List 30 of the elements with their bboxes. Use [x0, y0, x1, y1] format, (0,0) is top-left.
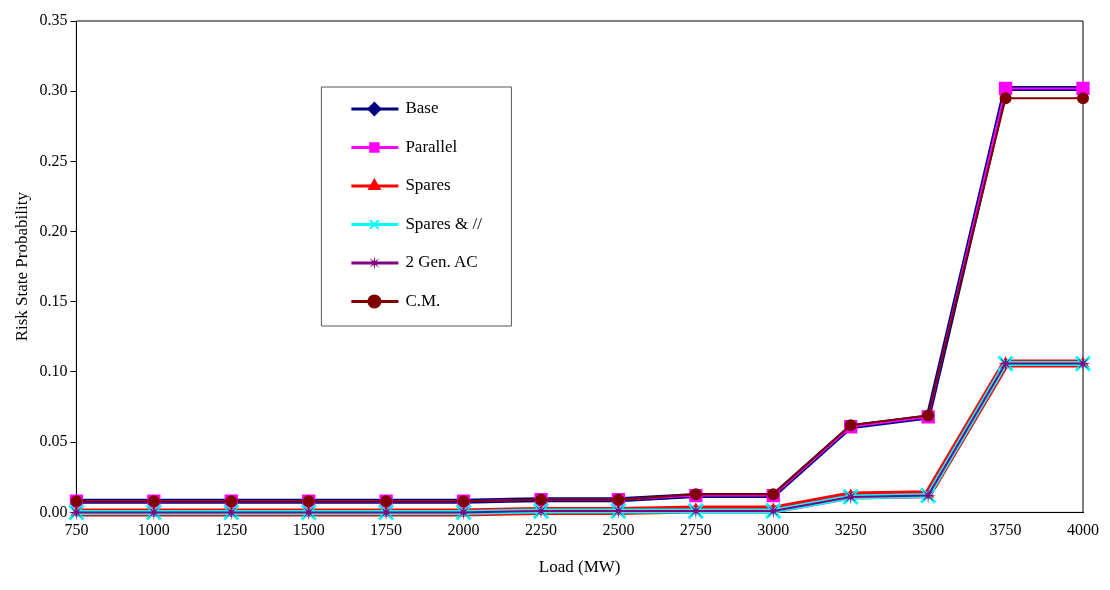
legend-label: Spares [405, 175, 451, 195]
x-tick-label: 4000 [1067, 521, 1099, 539]
x-tick-label: 2500 [602, 521, 635, 539]
y-tick-label: 0.15 [39, 292, 68, 309]
legend-label: Spares & // [405, 213, 483, 233]
x-tick-label: 1500 [292, 521, 325, 539]
x-tick-label: 1250 [215, 521, 248, 539]
y-tick-label: 0.20 [39, 221, 68, 239]
y-tick-label: 0.05 [39, 432, 68, 450]
y-tick-label: 0.35 [39, 11, 68, 29]
x-tick-label: 750 [64, 521, 89, 539]
y-axis-title: Risk State Probability [11, 191, 31, 342]
legend-label: Parallel [405, 136, 458, 156]
y-tick-label: 0.30 [39, 81, 68, 99]
y-tick-label: 0.00 [39, 502, 68, 520]
x-axis-title: Load (MW) [538, 557, 621, 577]
legend-label: Base [405, 98, 439, 118]
y-tick-label: 0.25 [39, 151, 68, 169]
x-tick-label: 2750 [679, 521, 712, 539]
x-tick-label: 1000 [137, 521, 170, 539]
x-tick-label: 3250 [834, 521, 867, 539]
x-tick-label: 3750 [989, 521, 1022, 539]
legend-label: C.M. [405, 290, 441, 310]
x-tick-label: 2250 [524, 521, 557, 539]
x-tick-label: 3500 [912, 521, 945, 539]
x-tick-label: 3000 [757, 521, 790, 539]
y-tick-label: 0.10 [39, 362, 68, 380]
x-tick-label: 2000 [447, 521, 480, 539]
x-tick-label: 1750 [370, 521, 403, 539]
legend-label: 2 Gen. AC [405, 252, 478, 272]
